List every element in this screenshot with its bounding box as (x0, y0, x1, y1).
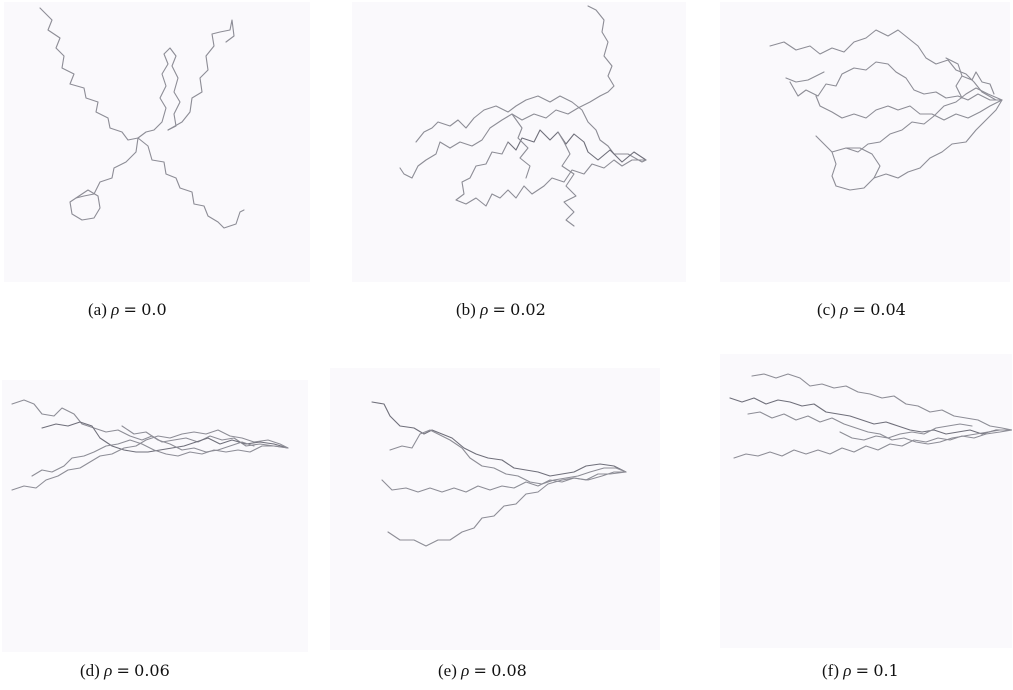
caption-e-eq: = (473, 661, 487, 680)
panel-c-chain-5 (873, 99, 1003, 179)
caption-a-tag: (a) (88, 300, 107, 319)
panel-c-image (720, 2, 1010, 282)
caption-e-symbol: ρ (461, 661, 470, 680)
panel-b-chain-6 (455, 141, 647, 207)
panel-e-chain-2 (389, 429, 627, 485)
panel-b-chain-5 (507, 129, 647, 163)
panel-c-chain-2 (789, 61, 1003, 101)
caption-e-value: 0.08 (491, 661, 527, 680)
panel-b-chain-7 (557, 131, 577, 227)
panel-b-chain-4 (415, 95, 647, 163)
panel-e-chain-4 (387, 471, 627, 547)
caption-c-eq: = (852, 300, 866, 319)
panel-c-chain-6 (945, 57, 995, 99)
caption-f-value: 0.1 (873, 661, 899, 680)
panel-b-chain-2 (449, 95, 601, 149)
panel-f-image (720, 354, 1012, 648)
panel-a-ring (69, 189, 101, 221)
panel-f-chain-5 (839, 423, 973, 441)
panel-a-chain-1 (39, 7, 139, 141)
panel-f-chain-3 (747, 411, 1012, 445)
panel-b-chain-1 (587, 5, 615, 97)
panel-f-chains (729, 373, 1012, 459)
panel-c-chain-1 (769, 29, 1003, 101)
panel-c-chains (769, 29, 1003, 191)
panel-c-chain-3 (785, 71, 1003, 121)
panel-f-chain-1 (751, 373, 1012, 431)
caption-b-tag: (b) (456, 300, 476, 319)
panel-d-chain-5 (121, 425, 255, 453)
panel-d-image (2, 380, 308, 652)
panel-d-chain-3 (31, 439, 289, 477)
panel-d-chains (11, 399, 289, 491)
caption-d-symbol: ρ (104, 661, 113, 680)
caption-f: (f) ρ = 0.1 (822, 661, 899, 681)
panel-c-ring (831, 147, 881, 191)
caption-b: (b) ρ = 0.02 (456, 300, 546, 320)
panel-a-chain-5 (167, 19, 235, 131)
panel-d-chain-4 (11, 429, 289, 491)
caption-c: (c) ρ = 0.04 (817, 300, 906, 320)
panel-a-chain-4 (137, 47, 181, 139)
caption-e: (e) ρ = 0.08 (438, 661, 527, 681)
caption-e-tag: (e) (438, 661, 457, 680)
panel-f-chain-2 (729, 397, 1012, 435)
panel-e-chain-1 (371, 401, 627, 477)
caption-a: (a) ρ = 0.0 (88, 300, 167, 320)
panel-b-chain-8 (511, 113, 531, 179)
caption-a-symbol: ρ (111, 300, 120, 319)
caption-d-tag: (d) (80, 661, 100, 680)
panel-e-image (330, 368, 660, 650)
caption-f-eq: = (855, 661, 870, 680)
caption-d-eq: = (116, 661, 130, 680)
panel-e-chains (371, 401, 627, 547)
caption-b-value: 0.02 (510, 300, 546, 319)
caption-a-value: 0.0 (141, 300, 167, 319)
panel-d-chain-1 (11, 399, 289, 449)
caption-d-value: 0.06 (134, 661, 170, 680)
caption-c-tag: (c) (817, 300, 836, 319)
caption-b-eq: = (492, 300, 506, 319)
caption-f-symbol: ρ (843, 661, 852, 680)
caption-f-tag: (f) (822, 661, 839, 680)
caption-a-eq: = (123, 300, 137, 319)
panel-a-image (4, 2, 310, 282)
caption-d: (d) ρ = 0.06 (80, 661, 170, 681)
panel-b-chain-3 (399, 141, 451, 179)
caption-b-symbol: ρ (480, 300, 489, 319)
caption-c-value: 0.04 (870, 300, 906, 319)
panel-b-chains (399, 5, 647, 227)
panel-b-image (352, 2, 686, 282)
panel-a-chain-3 (137, 137, 245, 229)
panel-a-chains (39, 7, 245, 229)
panel-e-chain-3 (381, 471, 627, 493)
caption-c-symbol: ρ (840, 300, 849, 319)
panel-f-chain-4 (733, 429, 1012, 459)
panel-c-chain-4 (815, 87, 1003, 153)
panel-a-chain-2 (75, 137, 139, 199)
